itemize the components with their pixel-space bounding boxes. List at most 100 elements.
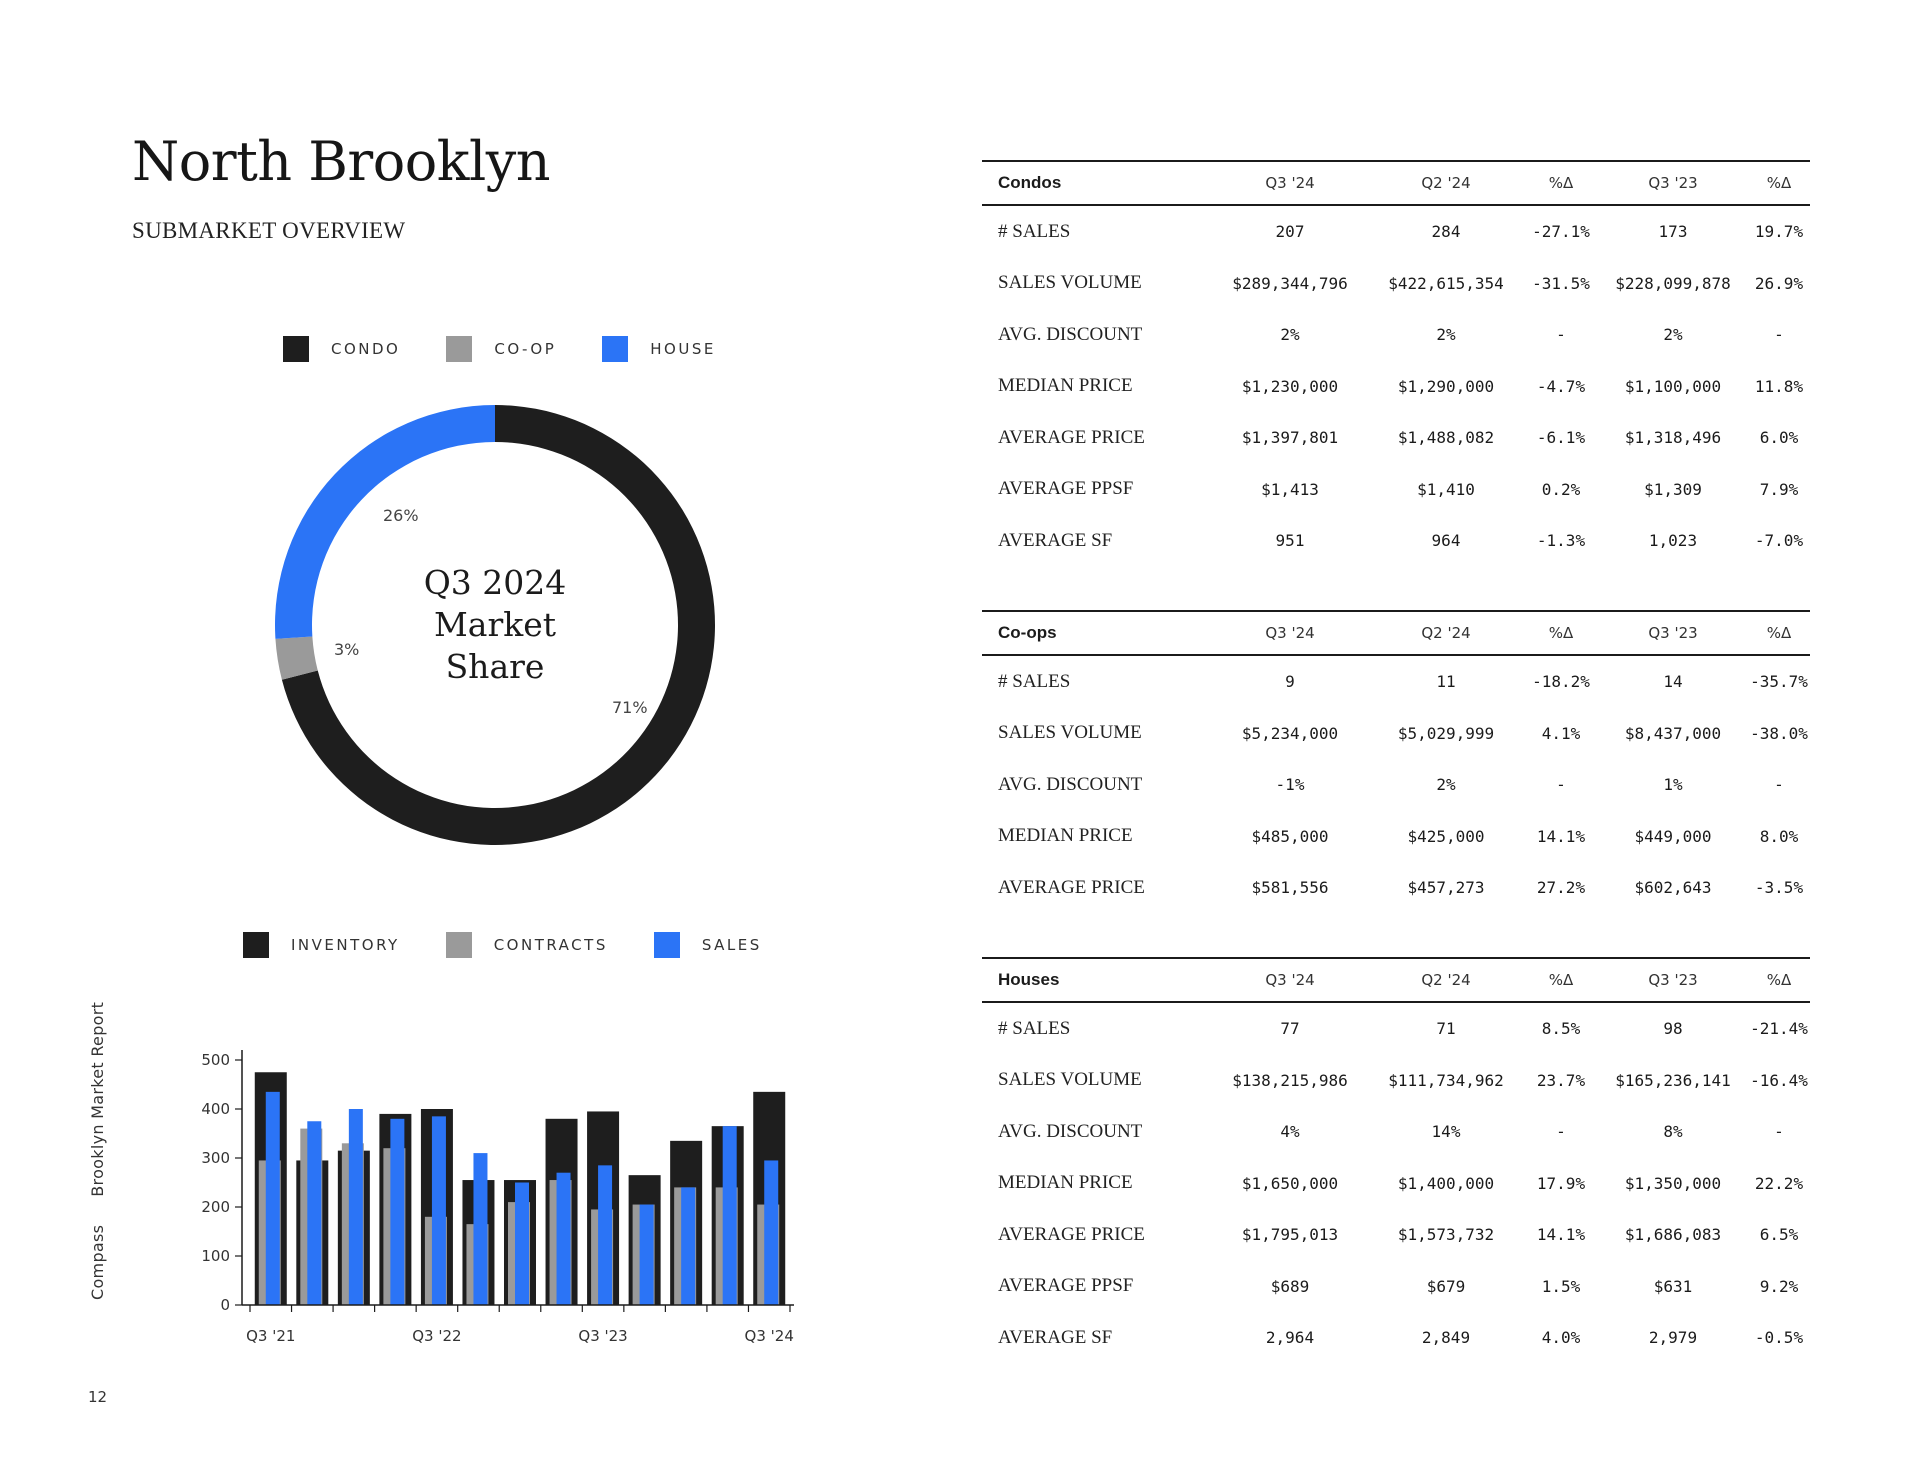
table-row: AVG. DISCOUNT 4% 14% - 8% - [982, 1106, 1810, 1158]
table-cell: 11 [1436, 672, 1456, 692]
table-cell: 14.1% [1536, 1225, 1586, 1245]
table-cell: $1,400,000 [1397, 1173, 1495, 1193]
table-cell: - [1556, 1122, 1566, 1142]
table-cell: $422,615,354 [1388, 273, 1504, 293]
table-cell: 1% [1663, 775, 1683, 795]
legend-swatch [445, 932, 472, 958]
legend-label: CONTRACTS [493, 936, 608, 954]
table-row: # SALES 77 71 8.5% 98 -21.4% [982, 1003, 1810, 1055]
table-cell: $1,318,496 [1624, 428, 1722, 448]
bar-sales [265, 1091, 280, 1305]
table-cell: $138,215,986 [1232, 1070, 1348, 1090]
table-cell: $1,100,000 [1624, 376, 1722, 396]
table-cell: $228,099,878 [1615, 273, 1731, 293]
y-tick-label: 100 [201, 1247, 230, 1265]
bar-sales [307, 1121, 322, 1305]
table-cell: 22.2% [1754, 1173, 1804, 1193]
bar-sales [764, 1160, 779, 1305]
table-title: Co-ops [998, 623, 1057, 642]
x-tick-label: Q3 '23 [578, 1327, 627, 1345]
table-row: AVERAGE PRICE $1,397,801 $1,488,082 -6.1% $1… [982, 412, 1810, 464]
table-row: AVERAGE SF 2,964 2,849 4.0% 2,979 -0.5% [982, 1312, 1810, 1364]
legend-swatch [283, 336, 309, 362]
donut-center-line: Market [433, 605, 557, 644]
table-cell: 9.2% [1759, 1276, 1799, 1296]
table-cell: 2% [1663, 325, 1683, 345]
bar-sales [348, 1109, 363, 1305]
market-share-donut: Q3 2024 Market Share 26% 3% 71% [270, 400, 720, 850]
table-cell: $1,686,083 [1624, 1225, 1722, 1245]
table-cell: $1,397,801 [1241, 428, 1339, 448]
row-label: AVERAGE SF [998, 1326, 1113, 1348]
page-number: 12 [88, 1388, 108, 1406]
table-cell: 2% [1436, 775, 1456, 795]
column-header: %Δ [1766, 624, 1792, 642]
table-cell: - [1556, 775, 1566, 795]
table-row: MEDIAN PRICE $485,000 $425,000 14.1% $449,00… [982, 811, 1810, 863]
table-cell: 8.0% [1759, 826, 1799, 846]
page-title: North Brooklyn [132, 130, 551, 193]
table-cell: 19.7% [1754, 222, 1804, 242]
table-header-row: Co-ops Q3 '24 Q2 '24 %Δ Q3 '23 %Δ [982, 612, 1810, 656]
table-cell: 6.5% [1759, 1225, 1799, 1245]
legend-swatch [653, 932, 680, 958]
table-cell: $289,344,796 [1232, 273, 1348, 293]
table-cell: $5,029,999 [1397, 723, 1495, 743]
legend-label: INVENTORY [291, 936, 400, 954]
table-cell: -35.7% [1750, 672, 1808, 692]
bar-sales [681, 1187, 696, 1305]
row-label: # SALES [998, 1017, 1071, 1039]
bar-sales [473, 1153, 488, 1305]
row-label: MEDIAN PRICE [998, 825, 1133, 847]
brand-name: Compass [88, 1224, 107, 1300]
table-cell: -4.7% [1536, 376, 1586, 396]
report-name: Brooklyn Market Report [88, 1001, 107, 1197]
table-cell: -7.0% [1754, 531, 1804, 551]
bar-sales [390, 1118, 405, 1305]
table-cell: - [1774, 1122, 1784, 1142]
table-cell: -38.0% [1750, 723, 1808, 743]
y-tick-label: 200 [201, 1198, 230, 1216]
table-cell: 11.8% [1754, 376, 1804, 396]
table-cell: -31.5% [1532, 273, 1590, 293]
row-label: AVERAGE PRICE [998, 876, 1145, 898]
x-tick-label: Q3 '22 [412, 1327, 461, 1345]
table-cell: 2,849 [1421, 1328, 1471, 1348]
table-cell: 23.7% [1536, 1070, 1586, 1090]
bar-sales [431, 1116, 446, 1305]
row-label: MEDIAN PRICE [998, 1172, 1133, 1194]
row-label: # SALES [998, 220, 1071, 242]
legend-item-contracts: CONTRACTS [445, 932, 608, 958]
slice-label-coop: 3% [334, 640, 360, 659]
donut-center-line: Q3 2024 [423, 563, 567, 602]
table-title: Houses [998, 970, 1060, 989]
table-cell: $689 [1270, 1276, 1310, 1296]
table-cell: 1.5% [1541, 1276, 1581, 1296]
column-header: Q2 '24 [1421, 174, 1471, 192]
row-label: SALES VOLUME [998, 1069, 1142, 1091]
table-cell: $1,650,000 [1241, 1173, 1339, 1193]
row-label: MEDIAN PRICE [998, 375, 1133, 397]
row-label: AVERAGE PRICE [998, 1223, 1145, 1245]
legend-item-coop: CO-OP [446, 336, 556, 362]
table-cell: 17.9% [1536, 1173, 1586, 1193]
table-cell: 77 [1280, 1019, 1300, 1039]
table-cell: $457,273 [1407, 878, 1485, 898]
row-label: AVERAGE PPSF [998, 478, 1134, 500]
column-header: Q3 '24 [1265, 971, 1315, 989]
x-tick-label: Q3 '24 [745, 1327, 794, 1345]
row-label: AVG. DISCOUNT [998, 323, 1143, 345]
table-cell: $8,437,000 [1624, 723, 1722, 743]
donut-center-title: Q3 2024 Market Share [270, 400, 720, 850]
table-cell: $425,000 [1407, 826, 1485, 846]
inventory-bar-chart: 0 100 200 300 400 500 Q3 '21 Q3 '22 Q3 '23 Q3 '24 [180, 1040, 800, 1360]
table-cell: $581,556 [1251, 878, 1329, 898]
coops-table: Co-ops Q3 '24 Q2 '24 %Δ Q3 '23 %Δ # SALES 9 11 -1… [982, 610, 1810, 914]
table-cell: -1% [1275, 775, 1305, 795]
table-cell: $1,413 [1261, 479, 1319, 499]
table-cell: 1,023 [1648, 531, 1698, 551]
bar-sales [639, 1204, 654, 1305]
condos-table: Condos Q3 '24 Q2 '24 %Δ Q3 '23 %Δ # SALES 207 28… [982, 160, 1810, 567]
table-cell: - [1556, 325, 1566, 345]
row-label: # SALES [998, 670, 1071, 692]
